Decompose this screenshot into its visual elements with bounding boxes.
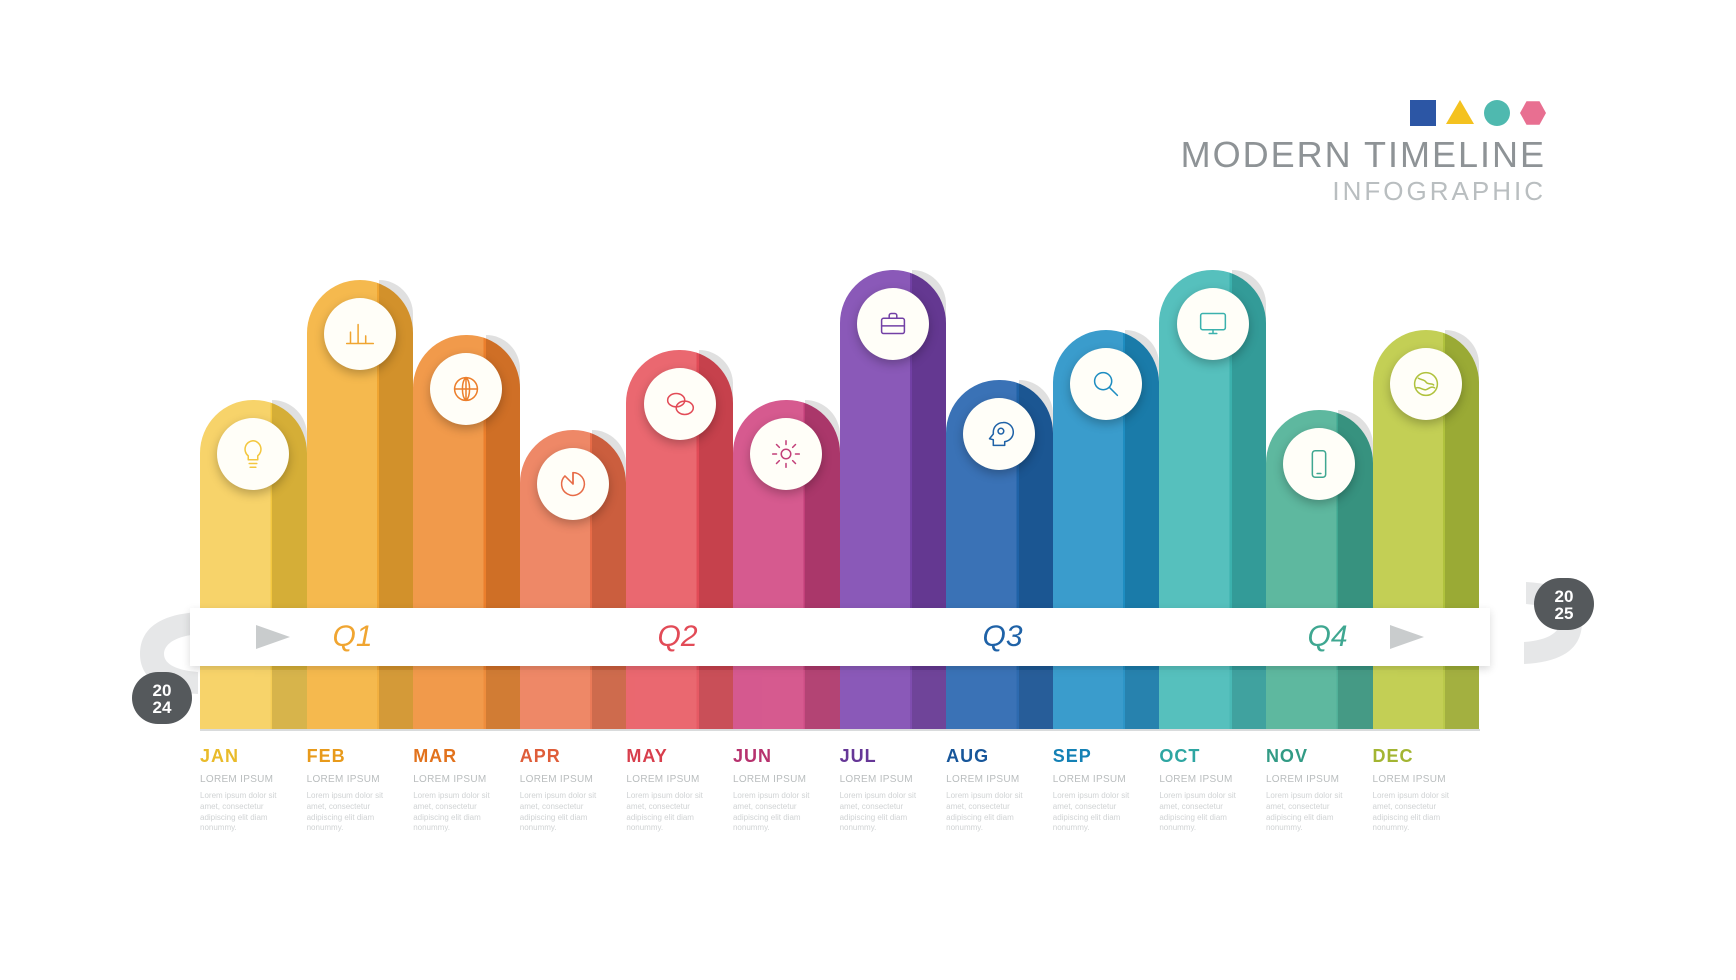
label-may: MAY LOREM IPSUM Lorem ipsum dolor sit amet… <box>626 746 733 834</box>
month-name: NOV <box>1266 746 1363 767</box>
label-aug: AUG LOREM IPSUM Lorem ipsum dolor sit amet… <box>946 746 1053 834</box>
page-subtitle: INFOGRAPHIC <box>1181 176 1546 207</box>
label-jan: JAN LOREM IPSUM Lorem ipsum dolor sit amet… <box>200 746 307 834</box>
reflection-cell <box>1053 670 1160 730</box>
header: MODERN TIMELINE INFOGRAPHIC <box>1181 100 1546 207</box>
reflection-cell <box>626 670 733 730</box>
month-body: Lorem ipsum dolor sit amet, consectetur … <box>1266 791 1363 834</box>
reflection-cell <box>840 670 947 730</box>
month-name: JUL <box>840 746 937 767</box>
label-dec: DEC LOREM IPSUM Lorem ipsum dolor sit amet… <box>1373 746 1480 834</box>
reflection-cell <box>520 670 627 730</box>
reflection-cell <box>946 670 1053 730</box>
month-sub: LOREM IPSUM <box>1053 773 1150 787</box>
month-sub: LOREM IPSUM <box>1373 773 1470 787</box>
hex-icon <box>1520 100 1546 126</box>
circle-icon <box>1484 100 1510 126</box>
quarter-q1: Q1 <box>190 608 515 666</box>
month-name: FEB <box>307 746 404 767</box>
month-name: MAY <box>626 746 723 767</box>
reflection-cell <box>1266 670 1373 730</box>
month-body: Lorem ipsum dolor sit amet, consectetur … <box>520 791 617 834</box>
quarter-ribbon-strip: Q1Q2Q3Q4 <box>190 608 1490 666</box>
label-apr: APR LOREM IPSUM Lorem ipsum dolor sit amet… <box>520 746 627 834</box>
month-name: APR <box>520 746 617 767</box>
label-mar: MAR LOREM IPSUM Lorem ipsum dolor sit amet… <box>413 746 520 834</box>
phone-icon <box>1283 428 1355 500</box>
month-body: Lorem ipsum dolor sit amet, consectetur … <box>1159 791 1256 834</box>
bars-reflection <box>200 670 1480 730</box>
month-labels: JAN LOREM IPSUM Lorem ipsum dolor sit amet… <box>200 746 1480 834</box>
reflection-cell <box>200 670 307 730</box>
month-sub: LOREM IPSUM <box>307 773 404 787</box>
ribbon-arrow-left-icon <box>240 608 290 666</box>
month-sub: LOREM IPSUM <box>840 773 937 787</box>
month-name: DEC <box>1373 746 1470 767</box>
month-name: JUN <box>733 746 830 767</box>
bars-icon <box>324 298 396 370</box>
year-end-badge: 20 25 <box>1534 578 1594 630</box>
label-oct: OCT LOREM IPSUM Lorem ipsum dolor sit amet… <box>1159 746 1266 834</box>
reflection-cell <box>733 670 840 730</box>
triangle-icon <box>1446 100 1474 124</box>
label-feb: FEB LOREM IPSUM Lorem ipsum dolor sit amet… <box>307 746 414 834</box>
month-sub: LOREM IPSUM <box>626 773 723 787</box>
page-title: MODERN TIMELINE <box>1181 134 1546 176</box>
quarter-q2: Q2 <box>515 608 840 666</box>
month-body: Lorem ipsum dolor sit amet, consectetur … <box>626 791 723 834</box>
month-body: Lorem ipsum dolor sit amet, consectetur … <box>200 791 297 834</box>
reflection-cell <box>307 670 414 730</box>
label-sep: SEP LOREM IPSUM Lorem ipsum dolor sit amet… <box>1053 746 1160 834</box>
label-nov: NOV LOREM IPSUM Lorem ipsum dolor sit amet… <box>1266 746 1373 834</box>
square-icon <box>1410 100 1436 126</box>
month-sub: LOREM IPSUM <box>733 773 830 787</box>
chart-baseline <box>200 729 1480 731</box>
month-sub: LOREM IPSUM <box>520 773 617 787</box>
month-sub: LOREM IPSUM <box>1266 773 1363 787</box>
reflection-cell <box>1159 670 1266 730</box>
month-name: JAN <box>200 746 297 767</box>
month-name: AUG <box>946 746 1043 767</box>
ribbon-arrow-right-icon <box>1390 608 1440 666</box>
month-name: OCT <box>1159 746 1256 767</box>
year-start-badge: 20 24 <box>132 672 192 724</box>
month-sub: LOREM IPSUM <box>946 773 1043 787</box>
quarter-ribbon: Q1Q2Q3Q4 <box>140 608 1540 666</box>
gear-icon <box>750 418 822 490</box>
month-name: SEP <box>1053 746 1150 767</box>
chat-icon <box>644 368 716 440</box>
month-body: Lorem ipsum dolor sit amet, consectetur … <box>946 791 1043 834</box>
head-icon <box>963 398 1035 470</box>
month-sub: LOREM IPSUM <box>200 773 297 787</box>
month-sub: LOREM IPSUM <box>413 773 510 787</box>
month-body: Lorem ipsum dolor sit amet, consectetur … <box>307 791 404 834</box>
month-body: Lorem ipsum dolor sit amet, consectetur … <box>840 791 937 834</box>
pie-icon <box>537 448 609 520</box>
reflection-cell <box>413 670 520 730</box>
reflection-cell <box>1373 670 1480 730</box>
month-body: Lorem ipsum dolor sit amet, consectetur … <box>1373 791 1470 834</box>
quarter-q3: Q3 <box>840 608 1165 666</box>
month-sub: LOREM IPSUM <box>1159 773 1256 787</box>
month-body: Lorem ipsum dolor sit amet, consectetur … <box>733 791 830 834</box>
label-jun: JUN LOREM IPSUM Lorem ipsum dolor sit amet… <box>733 746 840 834</box>
search-icon <box>1070 348 1142 420</box>
month-body: Lorem ipsum dolor sit amet, consectetur … <box>413 791 510 834</box>
world-icon <box>1390 348 1462 420</box>
globe-icon <box>430 353 502 425</box>
year-start-line1: 20 <box>153 682 172 699</box>
header-shapes <box>1181 100 1546 126</box>
year-end-line2: 25 <box>1555 605 1574 622</box>
quarter-q4: Q4 <box>1165 608 1490 666</box>
month-name: MAR <box>413 746 510 767</box>
bulb-icon <box>217 418 289 490</box>
briefcase-icon <box>857 288 929 360</box>
year-end-line1: 20 <box>1555 588 1574 605</box>
monitor-icon <box>1177 288 1249 360</box>
year-start-line2: 24 <box>153 699 172 716</box>
month-body: Lorem ipsum dolor sit amet, consectetur … <box>1053 791 1150 834</box>
label-jul: JUL LOREM IPSUM Lorem ipsum dolor sit amet… <box>840 746 947 834</box>
